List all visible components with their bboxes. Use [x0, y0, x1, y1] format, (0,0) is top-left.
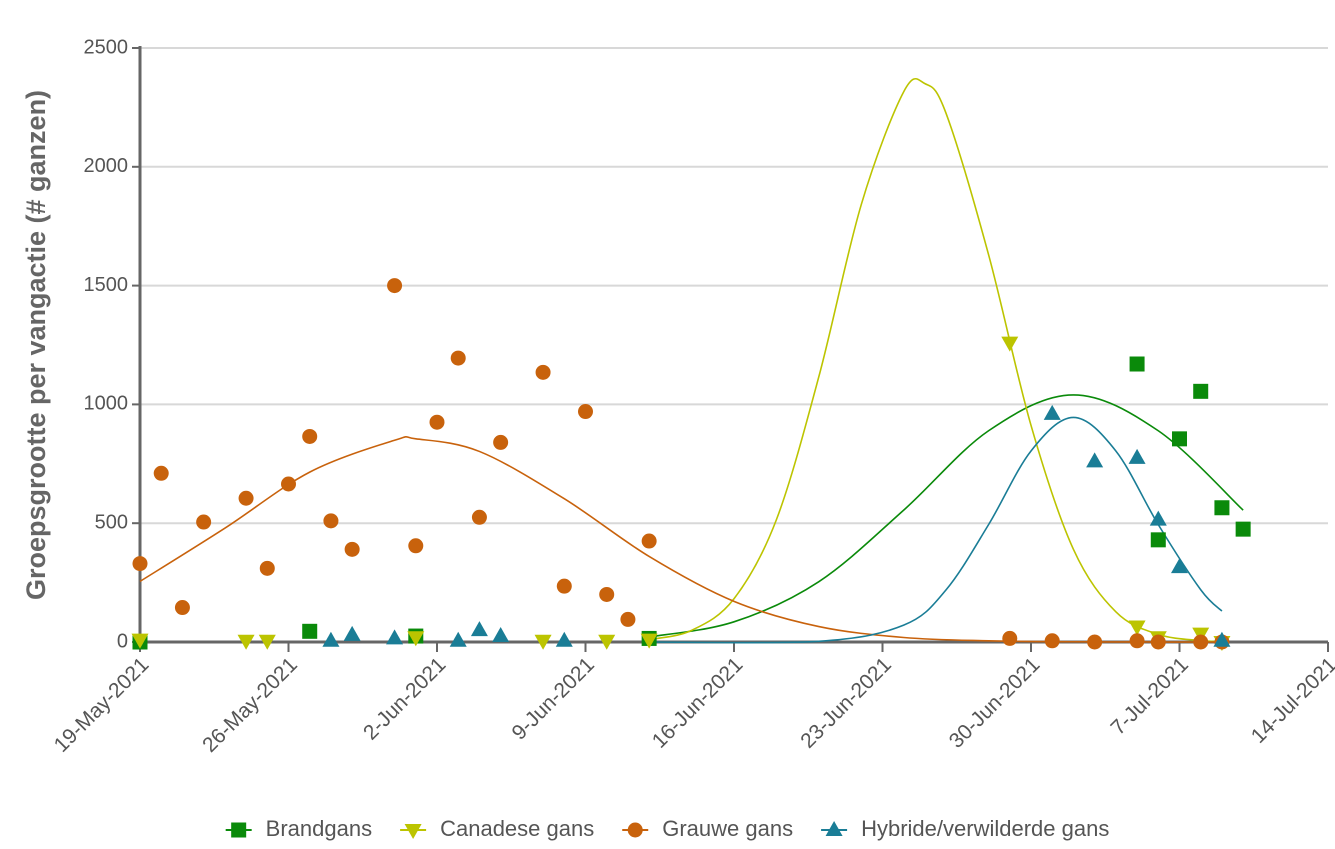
marker [302, 623, 318, 639]
marker [1043, 404, 1061, 420]
marker [429, 414, 445, 430]
marker [343, 625, 361, 641]
marker [404, 824, 422, 839]
y-tick-label: 1000 [84, 393, 129, 415]
marker [598, 634, 616, 650]
trend-line [139, 435, 1222, 643]
x-tick-label: 14-Jul-2021 [1247, 653, 1335, 748]
marker [1087, 634, 1103, 650]
legend-label: Canadese gans [440, 816, 594, 841]
marker [302, 428, 318, 444]
x-tick-label: 19-May-2021 [50, 653, 154, 757]
marker [535, 364, 551, 380]
marker [640, 633, 658, 649]
y-tick-label: 1500 [84, 274, 129, 296]
marker [231, 822, 247, 838]
marker [641, 533, 657, 549]
marker [1171, 558, 1188, 574]
marker [1002, 630, 1018, 646]
marker [1150, 634, 1166, 650]
x-tick-label: 23-Jun-2021 [796, 653, 896, 753]
trend-line [648, 77, 1222, 643]
y-tick-label: 500 [95, 511, 128, 533]
marker [1044, 633, 1060, 649]
marker [1129, 356, 1145, 372]
marker [620, 611, 636, 627]
x-tick-label: 2-Jun-2021 [359, 653, 450, 744]
marker [627, 822, 643, 838]
marker [1129, 633, 1145, 649]
marker [1150, 532, 1166, 548]
marker [825, 821, 843, 836]
marker [450, 350, 466, 366]
marker [344, 541, 360, 557]
marker [534, 634, 552, 650]
marker [407, 631, 425, 647]
marker [258, 634, 276, 650]
marker [237, 634, 255, 650]
marker [492, 627, 510, 643]
trend-line [649, 394, 1244, 638]
marker [259, 560, 275, 576]
marker [132, 556, 148, 572]
legend-label: Grauwe gans [662, 816, 793, 841]
marker [1214, 500, 1230, 516]
marker [1213, 631, 1231, 647]
y-axis-title: Groepsgrootte per vangactie (# ganzen) [21, 90, 51, 600]
marker [1086, 452, 1104, 468]
marker [599, 586, 615, 602]
marker [471, 509, 487, 525]
marker [238, 490, 254, 506]
marker [1193, 383, 1209, 399]
x-tick-label: 30-Jun-2021 [945, 653, 1045, 753]
marker [408, 538, 424, 554]
legend-label: Brandgans [266, 816, 372, 841]
marker [1172, 431, 1187, 447]
marker [322, 631, 340, 647]
marker [153, 465, 169, 481]
marker [470, 621, 488, 637]
marker [578, 404, 593, 420]
marker [1235, 521, 1251, 537]
marker [1149, 510, 1167, 526]
x-tick-label: 26-May-2021 [198, 653, 302, 757]
legend-item: Grauwe gans [622, 816, 793, 841]
marker [1128, 620, 1146, 636]
marker [449, 631, 467, 647]
legend: Brandgans Canadese gans Grauwe gans Hybride… [225, 816, 1109, 841]
marker [1001, 336, 1019, 352]
legend-item: Hybride/verwilderde gans [821, 816, 1109, 841]
marker [387, 278, 403, 294]
y-tick-label: 2000 [84, 155, 129, 177]
marker [323, 513, 339, 529]
marker [555, 631, 573, 647]
x-tick-label: 9-Jun-2021 [508, 653, 599, 744]
legend-item: Canadese gans [400, 816, 594, 841]
marker [493, 434, 509, 450]
marker [174, 600, 190, 616]
x-tick-label: 16-Jun-2021 [648, 653, 748, 753]
marker [556, 578, 572, 594]
marker [281, 476, 296, 492]
marker [1193, 634, 1209, 650]
legend-item: Brandgans [225, 816, 372, 841]
y-tick-label: 0 [117, 630, 128, 652]
marker [131, 633, 149, 649]
y-tick-label: 2500 [84, 36, 129, 58]
marker [196, 514, 212, 530]
x-tick-label: 7-Jul-2021 [1107, 653, 1193, 739]
marker [386, 629, 404, 645]
legend-label: Hybride/verwilderde gans [861, 816, 1109, 841]
marker [1128, 448, 1146, 464]
